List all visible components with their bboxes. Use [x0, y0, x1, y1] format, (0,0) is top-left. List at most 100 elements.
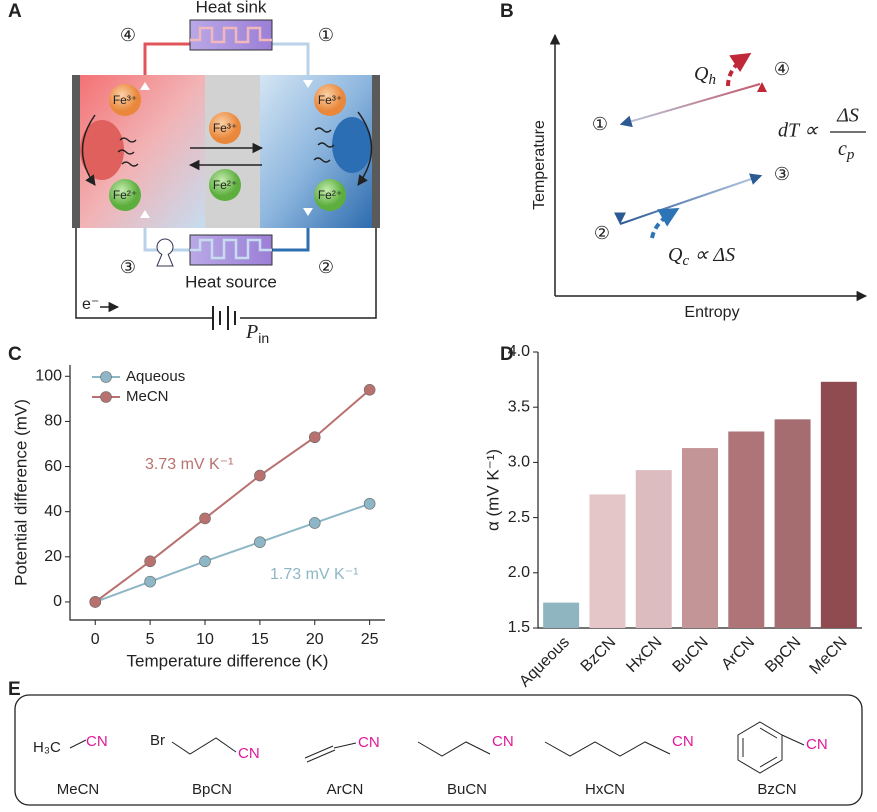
atom-label: CN [806, 736, 828, 753]
x-axis-label: Temperature difference (K) [127, 651, 329, 670]
molecule-name: HxCN [585, 781, 625, 798]
step-number: ① [592, 114, 608, 134]
decoration-path [304, 742, 357, 763]
atom-label: H₃C [33, 739, 61, 756]
legend-label: MeCN [126, 388, 169, 405]
decoration-ellipse [332, 117, 372, 173]
data-point [89, 596, 102, 608]
decoration-rect [14, 694, 863, 806]
decoration-path [117, 127, 335, 167]
decoration-circle [314, 84, 346, 116]
x-tick-label: Aqueous [516, 634, 573, 691]
decoration-rect [205, 75, 260, 228]
atom-label: CN [86, 733, 108, 750]
legend-marker [100, 371, 112, 383]
decoration-polyline [417, 741, 491, 757]
dt-denominator: cp [838, 138, 855, 164]
panel-b: Temperature Entropy ① ② ③ ④ Qh Qc ∝ ΔS dT… [531, 33, 868, 321]
x-tick-label: BuCN [670, 634, 712, 676]
y-tick-label: 3.0 [508, 454, 530, 471]
c-symbol: c [838, 138, 847, 160]
molecule-name: ArCN [327, 781, 364, 798]
data-point [363, 497, 376, 510]
decoration-circle [156, 238, 174, 256]
y-tick-label: 40 [44, 503, 62, 520]
step-number: ② [594, 223, 610, 243]
electron-label: e⁻ [82, 296, 99, 313]
bar [728, 431, 765, 628]
q-symbol: Q [668, 244, 683, 266]
power-subscript: in [258, 330, 269, 346]
data-point [144, 575, 156, 588]
legend-label: Aqueous [126, 368, 185, 385]
step-number: ① [318, 25, 334, 45]
decoration-path [650, 208, 680, 239]
decoration-path [726, 52, 752, 87]
y-tick-label: 100 [35, 368, 62, 385]
decoration-polyline [272, 42, 310, 75]
power-symbol: P [245, 321, 258, 343]
series-line [94, 502, 370, 603]
data-point [254, 469, 266, 482]
step-number: ③ [774, 164, 790, 184]
legend-marker [100, 391, 112, 403]
ion-label: Fe³⁺ [318, 93, 342, 107]
slope-annotation: 1.73 mV K⁻¹ [270, 566, 358, 583]
q-hot: Qh [694, 63, 716, 89]
decoration-rect [189, 19, 273, 51]
decoration-polyline [544, 741, 671, 757]
y-axis-label: α (mV K⁻¹) [483, 449, 502, 531]
panel-label: E [8, 679, 21, 700]
decoration-line [69, 739, 87, 749]
data-point [199, 512, 211, 525]
atom-label: CN [492, 733, 514, 750]
atom-label: CN [358, 734, 380, 751]
ion-label: Fe³⁺ [113, 93, 137, 107]
bar [543, 602, 580, 628]
ion-label: Fe²⁺ [318, 188, 342, 202]
y-tick-label: 2.0 [508, 564, 530, 581]
ion-label: Fe²⁺ [213, 178, 237, 192]
x-tick-label: HxCN [623, 634, 665, 676]
heat-source-label: Heat source [185, 272, 277, 291]
atom-label: CN [238, 745, 260, 762]
data-point [144, 555, 156, 568]
bar [682, 448, 718, 628]
decoration-circle [209, 169, 241, 201]
ion-label: Fe³⁺ [213, 121, 237, 135]
atom-label: CN [672, 733, 694, 750]
y-tick-label: 80 [44, 413, 62, 430]
decoration-polyline [143, 228, 190, 252]
y-tick-label: 0 [53, 593, 62, 610]
y-tick-label: 2.5 [508, 509, 530, 526]
q-symbol: Q [694, 63, 709, 85]
power-label: Pin [245, 321, 269, 346]
decoration-path [357, 111, 373, 186]
panel-a: Heat sink Heat source ① ② ③ ④ Fe³⁺ Fe³⁺ … [72, 0, 380, 346]
y-tick-label: 20 [44, 548, 62, 565]
molecule-name: BzCN [757, 781, 796, 798]
decoration-polyline [272, 228, 310, 252]
data-point [254, 536, 266, 548]
x-tick-label: BzCN [578, 634, 620, 676]
step-number: ③ [120, 257, 136, 277]
decoration-circle [314, 179, 346, 211]
slope-annotation: 3.73 mV K⁻¹ [145, 456, 233, 473]
x-tick-label: 20 [306, 631, 324, 648]
decoration-path [81, 114, 96, 186]
decoration-polyline [143, 42, 190, 75]
decoration-rect [72, 75, 80, 228]
x-axis-label: Entropy [684, 304, 739, 321]
x-tick-label: 25 [361, 631, 379, 648]
panel-e: H₃C CN Br CN CN CN CN CN MeCN BpCN ArCN … [14, 694, 863, 806]
y-tick-label: 1.5 [508, 619, 530, 636]
panel-label: A [8, 1, 22, 22]
heat-sink-label: Heat sink [196, 0, 267, 16]
dt-numerator: ΔS [836, 105, 859, 127]
dt-lhs: dT ∝ [778, 120, 819, 142]
decoration-rect [372, 75, 380, 228]
decoration-circle [109, 179, 141, 211]
q-relation: ∝ ΔS [694, 244, 735, 266]
data-point [308, 517, 321, 529]
